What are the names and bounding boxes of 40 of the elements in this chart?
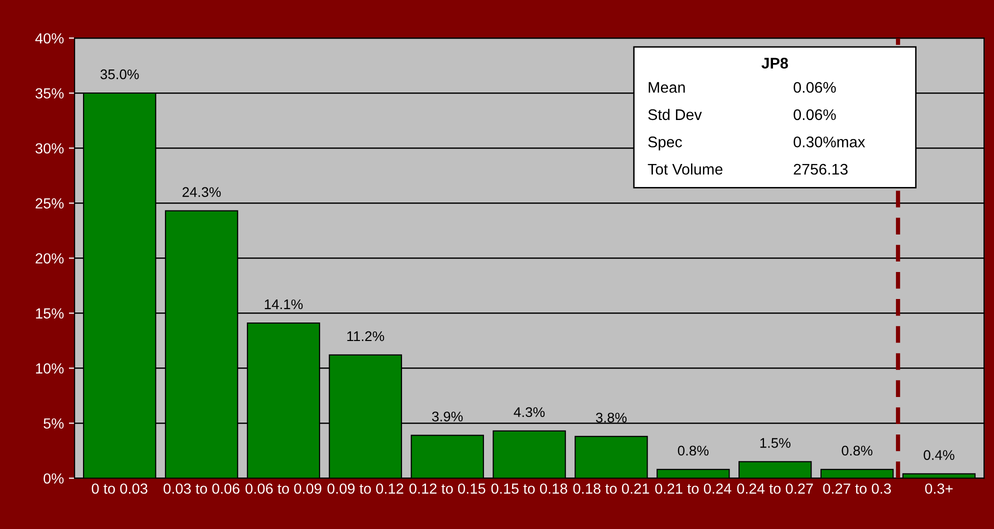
y-tick-label: 20% (36, 253, 64, 264)
y-tick-label: 10% (36, 363, 64, 374)
x-tick-label: 0.24 to 0.27 (737, 483, 813, 494)
x-tick-label: 0.27 to 0.3 (823, 483, 891, 494)
data-label: 3.8% (596, 412, 627, 423)
data-label: 0.4% (924, 450, 954, 460)
annotation: Std Dev (648, 108, 702, 120)
y-tick-label: 35% (36, 88, 64, 99)
annotation: 0.06% (794, 82, 836, 93)
x-tick-label: 0.18 to 0.21 (573, 483, 650, 494)
annotation: 0.06% (794, 109, 836, 120)
x-tick-label: 0.3+ (925, 483, 953, 494)
data-label: 1.5% (760, 438, 790, 448)
y-tick-label: 30% (36, 143, 64, 154)
annotation: Mean (648, 82, 685, 93)
data-label: 11.2% (347, 331, 384, 342)
x-tick-label: 0 to 0.03 (92, 483, 148, 494)
x-tick-label: 0.15 to 0.18 (491, 483, 568, 494)
y-tick-label: 5% (44, 418, 64, 429)
data-label: 24.3% (182, 187, 221, 197)
y-tick-label: 40% (35, 33, 64, 44)
data-label: 0.8% (842, 446, 872, 456)
data-label: 4.3% (514, 407, 545, 418)
x-tick-label: 0.09 to 0.12 (327, 483, 404, 494)
annotation: JP8 (762, 58, 788, 69)
data-label: 14.1% (264, 299, 303, 310)
data-label: 35.0% (100, 69, 139, 80)
data-label: 0.8% (678, 446, 709, 456)
x-tick-label: 0.06 to 0.09 (246, 483, 322, 494)
data-label: 3.9% (432, 412, 463, 422)
y-tick-label: 0% (44, 473, 64, 484)
x-tick-label: 0.21 to 0.24 (655, 483, 732, 494)
x-tick-label: 0.12 to 0.15 (409, 483, 486, 494)
x-tick-label: 0.03 to 0.06 (164, 483, 240, 494)
annotation: 0.30%max (794, 136, 866, 148)
y-tick-label: 25% (36, 198, 64, 209)
y-tick-label: 15% (36, 308, 64, 319)
annotation: Tot Volume (648, 163, 722, 175)
annotation: Spec (648, 136, 682, 150)
annotation: 2756.13 (794, 164, 848, 175)
